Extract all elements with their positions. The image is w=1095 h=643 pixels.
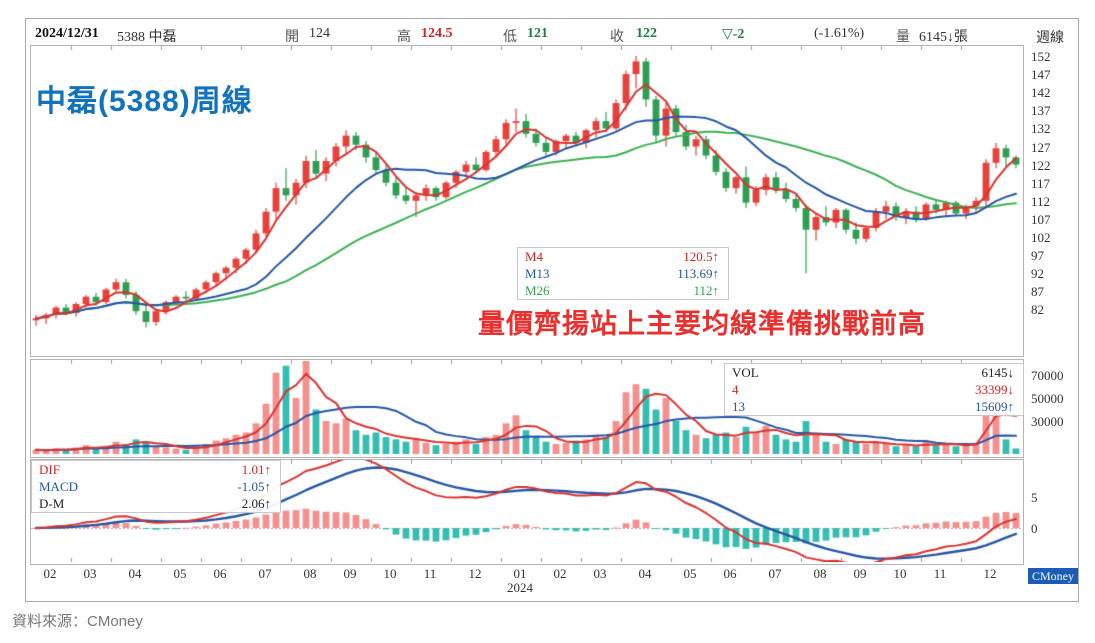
- month-label: 12: [468, 566, 482, 581]
- vol-ma13-label: 13: [732, 399, 745, 414]
- macd-axis-label: 0: [1031, 521, 1038, 536]
- vol-ma4-value: 33399↓: [975, 382, 1014, 397]
- price-axis-label: 87: [1031, 284, 1044, 300]
- macd-value: -1.05↑: [237, 479, 271, 494]
- month-label: 12: [983, 566, 997, 581]
- month-label: 10: [383, 566, 397, 581]
- volume-value: 6145↓張: [919, 30, 968, 45]
- month-label: 09: [343, 566, 357, 581]
- price-axis-label: 92: [1031, 266, 1044, 282]
- price-axis-label: 127: [1031, 139, 1051, 155]
- price-axis-label: 117: [1031, 175, 1051, 191]
- price-chart-canvas[interactable]: [31, 46, 1021, 354]
- ma4-value: 120.5↑: [683, 249, 719, 264]
- month-label: 07: [258, 566, 272, 581]
- open-label: 開: [285, 30, 299, 45]
- data-source-note: 資料來源：CMoney: [12, 613, 143, 630]
- volume-axis-label: 30000: [1031, 414, 1064, 429]
- macd-label: MACD: [39, 479, 79, 494]
- quote-date: 2024/12/31: [35, 26, 99, 41]
- price-axis-label: 97: [1031, 248, 1044, 264]
- price-axis-label: 82: [1031, 302, 1044, 318]
- period-label: 週線: [1036, 31, 1064, 46]
- macd-axis-label: 5: [1031, 490, 1038, 505]
- month-label: 02: [553, 566, 567, 581]
- vol-ma4-label: 4: [732, 382, 739, 397]
- ma26-value: 112↑: [693, 283, 719, 298]
- volume-legend: VOL 6145↓ 4 33399↓ 13 15609↑: [724, 363, 1024, 416]
- ma4-label: M4: [525, 249, 544, 264]
- open-value: 124: [309, 26, 330, 41]
- close-value: 122: [636, 26, 657, 41]
- dm-value: 2.06↑: [241, 496, 271, 511]
- dif-label: DIF: [39, 462, 60, 477]
- change-percent: (-1.61%): [814, 26, 865, 41]
- price-axis-label: 147: [1031, 67, 1051, 83]
- month-label: 04: [638, 566, 652, 581]
- price-axis-label: 122: [1031, 157, 1051, 173]
- month-label: 04: [128, 566, 142, 581]
- close-label: 收: [610, 30, 624, 45]
- high-value: 124.5: [421, 26, 453, 41]
- price-axis-label: 137: [1031, 103, 1051, 119]
- ma-legend: M4 120.5↑ M13 113.69↑ M26 112↑: [517, 247, 729, 300]
- month-label: 05: [683, 566, 697, 581]
- price-panel[interactable]: [30, 45, 1024, 357]
- chart-outer-frame: [25, 18, 1079, 602]
- volume-label: 量: [896, 30, 910, 45]
- cmoney-logo: CMoney: [1028, 568, 1078, 584]
- macd-legend: DIF 1.01↑ MACD -1.05↑ D-M 2.06↑: [31, 460, 281, 513]
- dif-value: 1.01↑: [241, 462, 271, 477]
- year-label: 2024: [507, 580, 533, 595]
- price-axis-label: 152: [1031, 49, 1051, 64]
- month-label: 08: [303, 566, 317, 581]
- month-label: 11: [933, 566, 947, 581]
- vol-value: 6145↓: [981, 365, 1015, 380]
- price-axis-label: 112: [1031, 193, 1051, 209]
- chart-title: 中磊(5388)周線: [36, 85, 253, 118]
- volume-axis-label: 70000: [1031, 368, 1064, 383]
- month-label: 02: [43, 566, 57, 581]
- price-axis-label: 107: [1031, 211, 1051, 227]
- month-label: 11: [423, 566, 437, 581]
- month-label: 01: [513, 566, 527, 581]
- ma13-value: 113.69↑: [677, 266, 719, 281]
- month-label: 07: [768, 566, 782, 581]
- ma13-label: M13: [525, 266, 550, 281]
- low-label: 低: [503, 30, 517, 45]
- change-value: ▽-2: [722, 27, 745, 42]
- volume-axis-label: 50000: [1031, 391, 1064, 406]
- price-axis-label: 132: [1031, 121, 1051, 137]
- stock-symbol: 5388 中磊: [117, 30, 177, 45]
- month-label: 08: [813, 566, 827, 581]
- month-label: 09: [853, 566, 867, 581]
- analysis-annotation: 量價齊揚站上主要均線準備挑戰前高: [478, 309, 926, 339]
- ma26-label: M26: [525, 283, 550, 298]
- price-axis-label: 102: [1031, 230, 1051, 245]
- month-label: 10: [893, 566, 907, 581]
- month-label: 03: [83, 566, 97, 581]
- month-label: 03: [593, 566, 607, 581]
- high-label: 高: [397, 30, 411, 45]
- month-label: 06: [213, 566, 227, 581]
- month-label: 05: [173, 566, 187, 581]
- vol-label: VOL: [732, 365, 759, 380]
- month-label: 06: [723, 566, 737, 581]
- vol-ma13-value: 15609↑: [975, 399, 1014, 414]
- low-value: 121: [527, 26, 548, 41]
- price-axis-label: 142: [1031, 85, 1051, 101]
- dm-label: D-M: [39, 496, 65, 511]
